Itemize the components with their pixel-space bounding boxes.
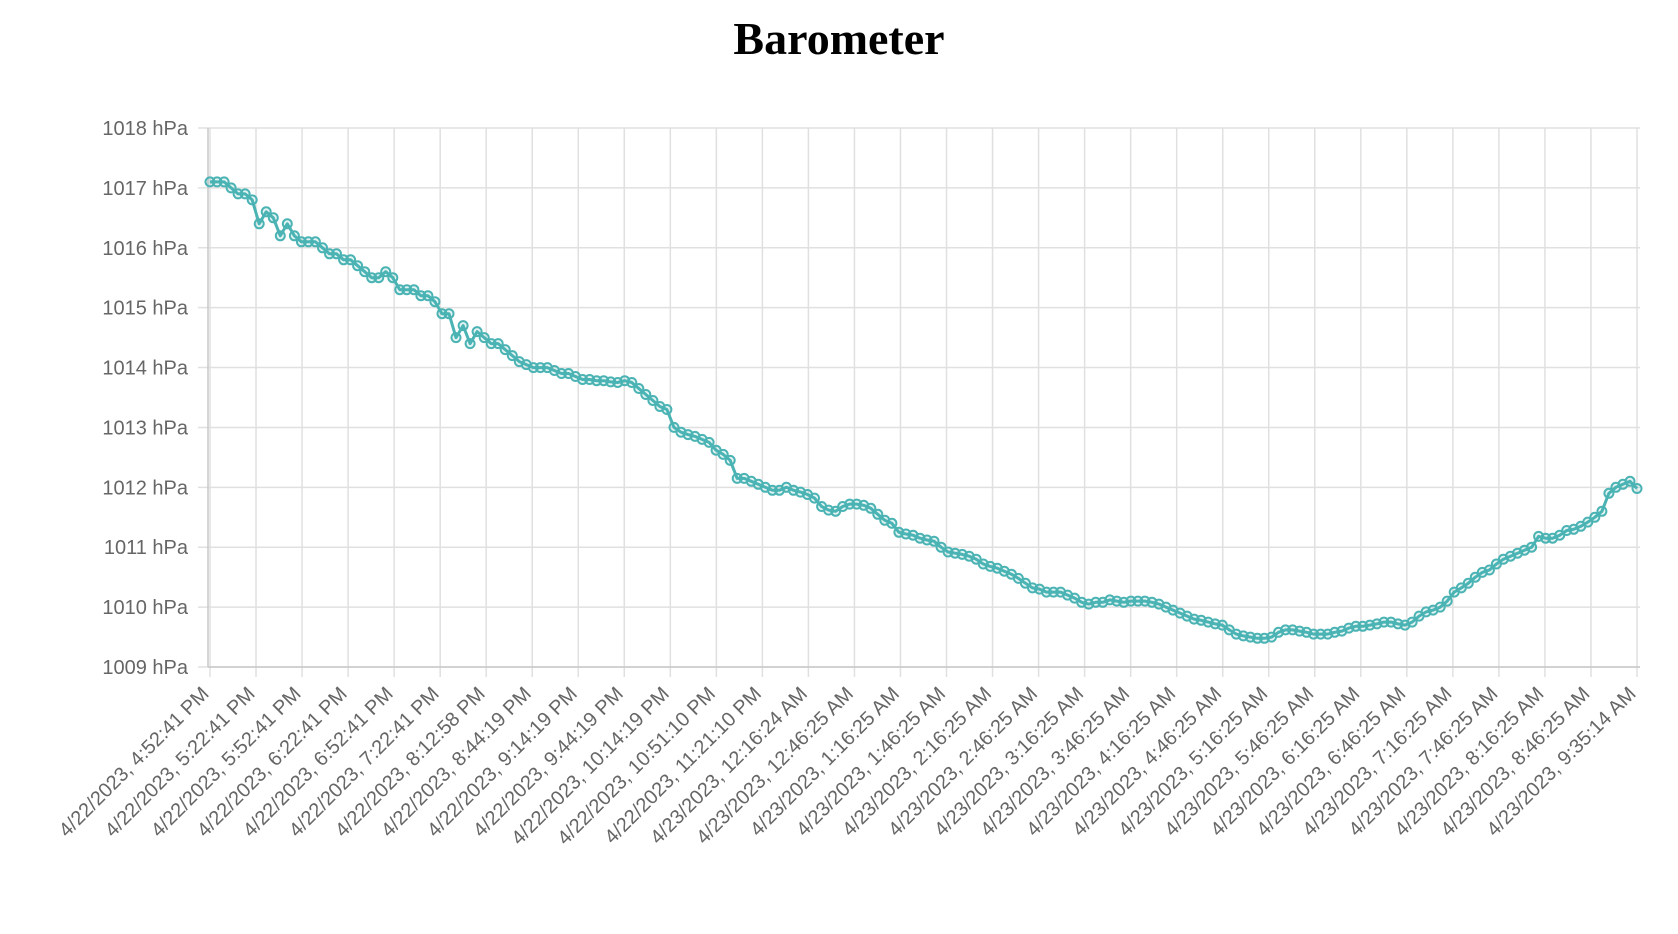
y-tick-label: 1012 hPa	[102, 477, 189, 499]
data-point	[253, 218, 265, 230]
data-point	[359, 266, 371, 278]
data-point	[274, 230, 286, 242]
data-point	[471, 326, 483, 338]
data-point	[443, 308, 455, 320]
data-point	[499, 344, 511, 356]
data-point	[1526, 541, 1538, 553]
data-point	[478, 332, 490, 344]
y-tick-label: 1016 hPa	[102, 238, 189, 260]
data-point	[380, 266, 392, 278]
x-axis-tick-labels: 4/22/2023, 4:52:41 PM4/22/2023, 5:22:41 …	[55, 683, 1641, 850]
y-axis-tick-labels: 1009 hPa 1010 hPa 1011 hPa 1012 hPa 1013 hPa…	[102, 118, 189, 679]
data-point	[239, 188, 251, 200]
data-point	[457, 320, 469, 332]
data-point	[886, 517, 898, 529]
data-point	[1406, 616, 1418, 628]
data-point	[661, 404, 673, 415]
data-point	[1483, 564, 1495, 576]
y-tick-label: 1014 hPa	[102, 358, 189, 380]
data-point	[422, 290, 434, 302]
data-point	[345, 254, 357, 266]
data-point	[1631, 483, 1643, 494]
data-point	[633, 383, 645, 394]
y-tick-label: 1017 hPa	[102, 178, 189, 200]
data-point	[281, 218, 293, 230]
data-point	[267, 212, 279, 224]
data-point	[408, 284, 420, 296]
data-point	[218, 176, 230, 188]
y-tick-label: 1009 hPa	[102, 657, 189, 679]
y-tick-label: 1013 hPa	[102, 417, 189, 439]
data-point	[1434, 601, 1446, 613]
data-point	[928, 535, 940, 547]
data-point	[1624, 475, 1636, 487]
data-point	[373, 272, 385, 284]
data-point	[703, 436, 715, 448]
data-point	[872, 508, 884, 520]
data-point	[1462, 577, 1474, 589]
data-point	[317, 242, 328, 254]
data-point	[260, 206, 272, 218]
data-point	[1596, 505, 1608, 517]
data-point	[717, 448, 729, 460]
y-tick-label: 1015 hPa	[102, 298, 189, 320]
y-tick-label: 1011 hPa	[104, 537, 189, 559]
data-point	[1441, 595, 1453, 607]
data-point	[626, 377, 638, 388]
data-point	[506, 350, 518, 362]
data-point	[464, 338, 476, 350]
axes	[207, 128, 1640, 668]
data-point	[809, 492, 820, 504]
y-tick-label: 1010 hPa	[102, 597, 189, 619]
data-point	[1589, 511, 1601, 523]
y-tick-label: 1018 hPa	[102, 118, 189, 140]
data-point	[647, 395, 659, 406]
data-point	[387, 272, 399, 284]
data-point	[492, 338, 504, 350]
data-point	[352, 260, 364, 272]
data-point	[309, 236, 321, 248]
data-point	[225, 182, 237, 194]
data-point	[429, 296, 441, 308]
series-line	[210, 180, 1639, 640]
grid	[198, 127, 1640, 677]
data-point	[724, 454, 736, 466]
data-point	[288, 230, 300, 242]
pressure-series	[204, 176, 1643, 644]
data-point	[865, 502, 877, 514]
data-point	[246, 194, 258, 206]
data-point	[450, 332, 462, 344]
data-point	[1603, 487, 1615, 499]
chart-title: Barometer	[733, 13, 945, 64]
data-point	[640, 389, 652, 400]
data-point	[331, 248, 342, 260]
